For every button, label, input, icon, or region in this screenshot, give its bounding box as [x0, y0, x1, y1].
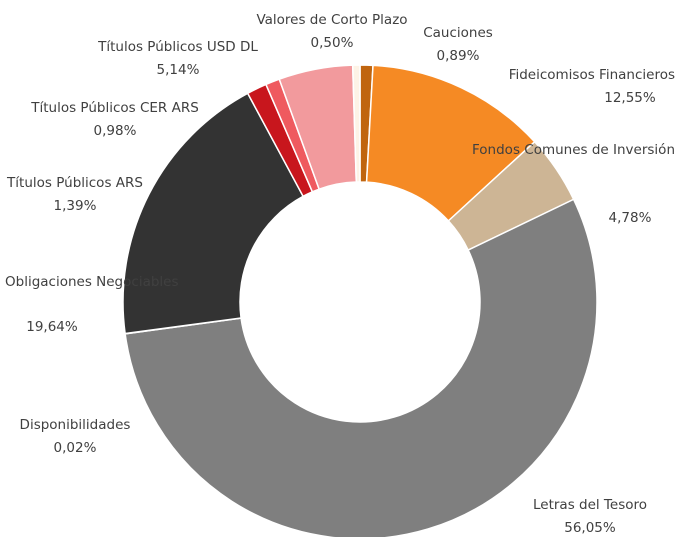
slice-label: Fideicomisos Financieros	[509, 67, 675, 83]
slice-value-label: 0,02%	[54, 440, 97, 456]
slice-value-label: 0,50%	[311, 35, 354, 51]
slice-label: Letras del Tesoro	[533, 497, 647, 513]
slice-value-label: 19,64%	[26, 319, 78, 335]
slice-value-label: 56,05%	[564, 520, 616, 536]
slice-label: Obligaciones Negociables	[5, 274, 179, 290]
donut-slice	[122, 92, 305, 335]
slice-value-label: 1,39%	[54, 198, 97, 214]
slice-value-label: 5,14%	[157, 62, 200, 78]
slice-label: Títulos Públicos USD DL	[97, 39, 258, 55]
slice-value-label: 4,78%	[609, 210, 652, 226]
slice-label: Títulos Públicos ARS	[6, 175, 143, 191]
slice-value-label: 0,89%	[437, 48, 480, 64]
slice-label: Valores de Corto Plazo	[256, 12, 407, 28]
donut-slice	[351, 64, 361, 183]
slice-label: Fondos Comunes de Inversión	[472, 142, 675, 158]
slice-value-label: 0,98%	[94, 123, 137, 139]
slice-label: Títulos Públicos CER ARS	[30, 100, 199, 116]
slice-label: Disponibilidades	[20, 417, 131, 433]
slice-value-label: 12,55%	[604, 90, 656, 106]
donut-slice	[124, 198, 598, 537]
slice-label: Cauciones	[423, 25, 493, 41]
